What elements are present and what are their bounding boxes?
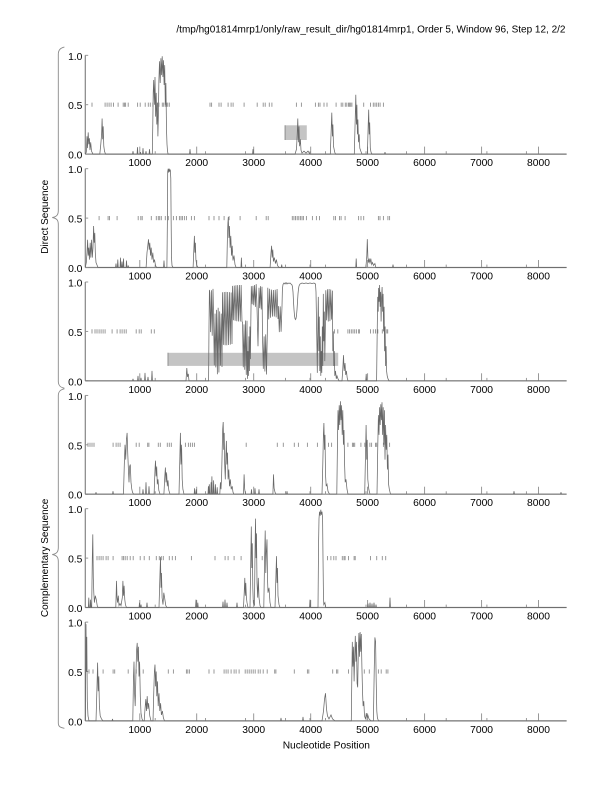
svg-text:4000: 4000 — [299, 612, 322, 623]
svg-text:1.0: 1.0 — [68, 505, 83, 516]
svg-text:6000: 6000 — [413, 612, 436, 623]
svg-text:6000: 6000 — [413, 725, 436, 736]
svg-text:5000: 5000 — [356, 612, 379, 623]
svg-text:8000: 8000 — [527, 385, 550, 396]
svg-text:7000: 7000 — [470, 612, 493, 623]
svg-text:1000: 1000 — [128, 498, 151, 509]
svg-text:1000: 1000 — [128, 158, 151, 169]
svg-text:8000: 8000 — [527, 272, 550, 283]
svg-text:4000: 4000 — [299, 498, 322, 509]
svg-text:5000: 5000 — [356, 498, 379, 509]
svg-text:3000: 3000 — [242, 272, 265, 283]
svg-text:7000: 7000 — [470, 158, 493, 169]
svg-text:1.0: 1.0 — [68, 52, 83, 63]
svg-text:6000: 6000 — [413, 272, 436, 283]
svg-text:4000: 4000 — [299, 272, 322, 283]
svg-text:0.0: 0.0 — [68, 151, 83, 162]
svg-text:/tmp/hg01814mrp1/only/raw_resu: /tmp/hg01814mrp1/only/raw_result_dir/hg0… — [176, 25, 566, 36]
svg-text:3000: 3000 — [242, 498, 265, 509]
svg-text:2000: 2000 — [185, 158, 208, 169]
svg-text:2000: 2000 — [185, 612, 208, 623]
svg-text:0.5: 0.5 — [68, 328, 83, 339]
svg-text:5000: 5000 — [356, 725, 379, 736]
svg-text:Direct Sequence: Direct Sequence — [40, 179, 51, 253]
svg-text:7000: 7000 — [470, 272, 493, 283]
svg-text:8000: 8000 — [527, 158, 550, 169]
svg-text:1.0: 1.0 — [68, 279, 83, 290]
svg-text:0.5: 0.5 — [68, 668, 83, 679]
svg-text:0.5: 0.5 — [68, 215, 83, 226]
svg-text:0.0: 0.0 — [68, 377, 83, 388]
svg-text:1000: 1000 — [128, 612, 151, 623]
svg-text:6000: 6000 — [413, 158, 436, 169]
svg-text:2000: 2000 — [185, 498, 208, 509]
svg-text:5000: 5000 — [356, 385, 379, 396]
svg-text:5000: 5000 — [356, 158, 379, 169]
svg-text:2000: 2000 — [185, 385, 208, 396]
svg-text:1.0: 1.0 — [68, 619, 83, 630]
svg-text:0.0: 0.0 — [68, 264, 83, 275]
svg-text:0.5: 0.5 — [68, 555, 83, 566]
svg-text:3000: 3000 — [242, 158, 265, 169]
svg-text:Nucleotide Position: Nucleotide Position — [283, 741, 370, 752]
svg-text:3000: 3000 — [242, 725, 265, 736]
svg-text:4000: 4000 — [299, 725, 322, 736]
svg-text:2000: 2000 — [185, 725, 208, 736]
svg-text:7000: 7000 — [470, 725, 493, 736]
svg-text:Complementary Sequence: Complementary Sequence — [40, 498, 51, 617]
svg-text:1.0: 1.0 — [68, 392, 83, 403]
svg-text:0.0: 0.0 — [68, 491, 83, 502]
svg-text:0.5: 0.5 — [68, 441, 83, 452]
svg-text:3000: 3000 — [242, 385, 265, 396]
svg-text:0.0: 0.0 — [68, 717, 83, 728]
svg-text:3000: 3000 — [242, 612, 265, 623]
svg-text:5000: 5000 — [356, 272, 379, 283]
svg-text:1000: 1000 — [128, 272, 151, 283]
svg-text:8000: 8000 — [527, 725, 550, 736]
svg-text:2000: 2000 — [185, 272, 208, 283]
svg-text:7000: 7000 — [470, 498, 493, 509]
svg-text:1000: 1000 — [128, 725, 151, 736]
svg-text:6000: 6000 — [413, 385, 436, 396]
svg-text:1000: 1000 — [128, 385, 151, 396]
svg-text:0.5: 0.5 — [68, 101, 83, 112]
svg-text:8000: 8000 — [527, 612, 550, 623]
svg-text:1.0: 1.0 — [68, 165, 83, 176]
svg-text:7000: 7000 — [470, 385, 493, 396]
svg-text:0.0: 0.0 — [68, 604, 83, 615]
svg-text:4000: 4000 — [299, 158, 322, 169]
svg-text:4000: 4000 — [299, 385, 322, 396]
svg-text:6000: 6000 — [413, 498, 436, 509]
svg-text:8000: 8000 — [527, 498, 550, 509]
